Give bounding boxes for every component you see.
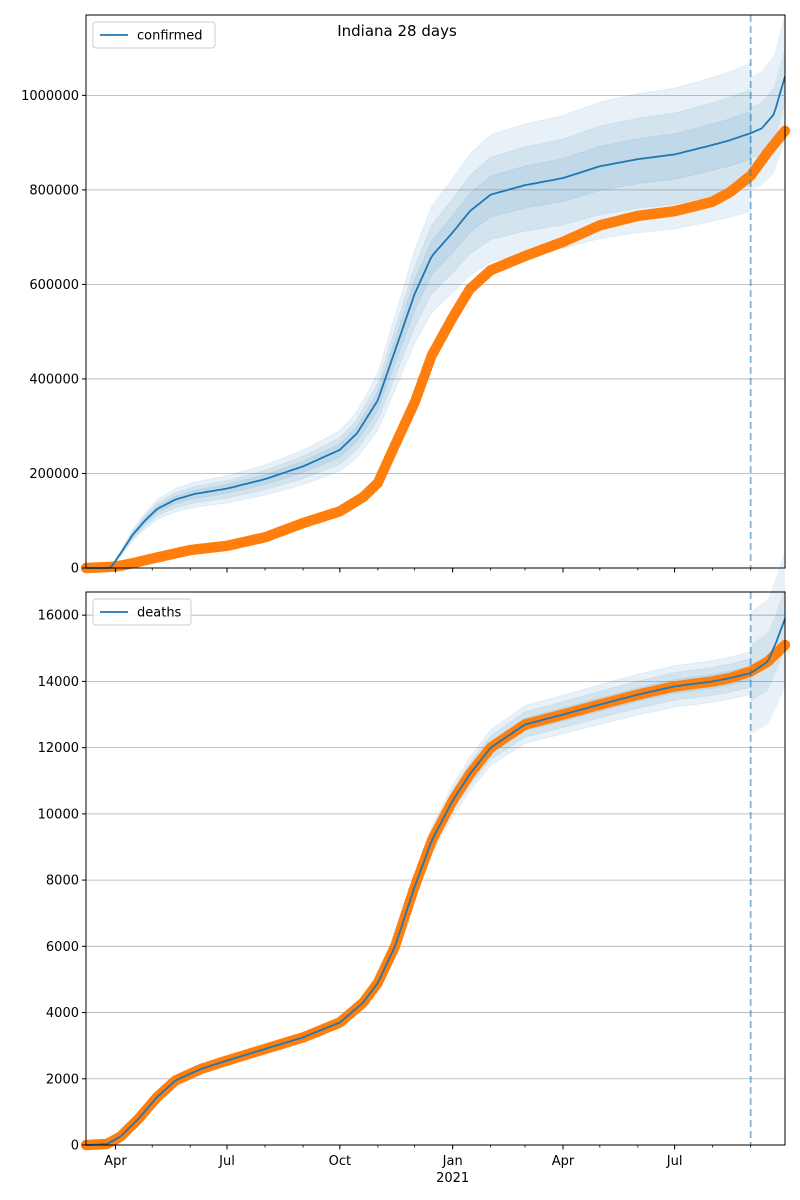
deaths-y-axis: 0 2000 4000 6000 8000 10000 12000 14000 16000	[38, 609, 86, 1154]
chart-title: Indiana 28 days	[337, 22, 457, 40]
deaths-axes-frame	[85, 591, 786, 1146]
deaths-x-tick-label: Jul	[666, 1154, 683, 1169]
confirmed-x-axis	[114, 568, 752, 573]
deaths-x-tick-label: Apr	[552, 1154, 575, 1169]
confirmed-legend-label: confirmed	[137, 29, 203, 44]
deaths-x-tick-label: Oct	[329, 1154, 351, 1169]
deaths-y-tick-label: 4000	[46, 1006, 79, 1021]
deaths-x-tick-label: Apr	[104, 1154, 127, 1169]
confirmed-band-2	[86, 110, 752, 569]
deaths-grid	[86, 614, 785, 1080]
confirmed-y-tick-label: 0	[71, 562, 79, 577]
confirmed-grid	[86, 94, 785, 474]
confirmed-axes-frame	[85, 14, 786, 569]
deaths-y-tick-label: 12000	[38, 741, 79, 756]
deaths-y-tick-label: 2000	[46, 1072, 79, 1087]
deaths-legend-label: deaths	[137, 606, 182, 621]
deaths-y-tick-label: 8000	[46, 874, 79, 889]
confirmed-y-tick-label: 200000	[29, 467, 79, 482]
confirmed-y-tick-label: 400000	[29, 372, 79, 387]
deaths-legend-box	[92, 598, 192, 626]
deaths-y-tick-label: 0	[71, 1139, 79, 1154]
confirmed-y-tick-label: 800000	[29, 183, 79, 198]
deaths-y-tick-label: 16000	[38, 609, 79, 624]
confirmed-model-line	[86, 76, 786, 569]
deaths-x-tick-label: Jan	[442, 1154, 463, 1169]
confirmed-y-tick-label: 600000	[29, 278, 79, 293]
deaths-y-tick-label: 10000	[38, 807, 79, 822]
confirmed-forecast-band-1	[750, 47, 785, 160]
deaths-x-tick-sublabel: 2021	[436, 1171, 469, 1186]
confirmed-y-axis: 0 200000 400000 600000 800000 1000000	[21, 89, 86, 577]
confirmed-panel: 0 200000 400000 600000 800000 1000000 confirm…	[21, 12, 791, 577]
confirmed-legend-box	[92, 21, 216, 49]
deaths-panel: 0 2000 4000 6000 8000 10000 12000 14000 16000 Ap…	[38, 550, 791, 1186]
deaths-y-tick-label: 14000	[38, 675, 79, 690]
deaths-model-line	[85, 618, 786, 1146]
confirmed-y-tick-label: 1000000	[21, 89, 79, 104]
deaths-forecast-band-1	[750, 586, 785, 702]
deaths-legend: deaths	[92, 598, 192, 626]
deaths-x-tick-label: Jul	[218, 1154, 235, 1169]
deaths-x-axis: Apr Jul Oct Jan 2021 Apr Jul	[104, 1145, 752, 1186]
deaths-forecast-band-0	[750, 550, 785, 735]
confirmed-legend: confirmed	[92, 21, 216, 49]
confirmed-observed-points	[80, 125, 791, 574]
deaths-y-tick-label: 6000	[46, 940, 79, 955]
